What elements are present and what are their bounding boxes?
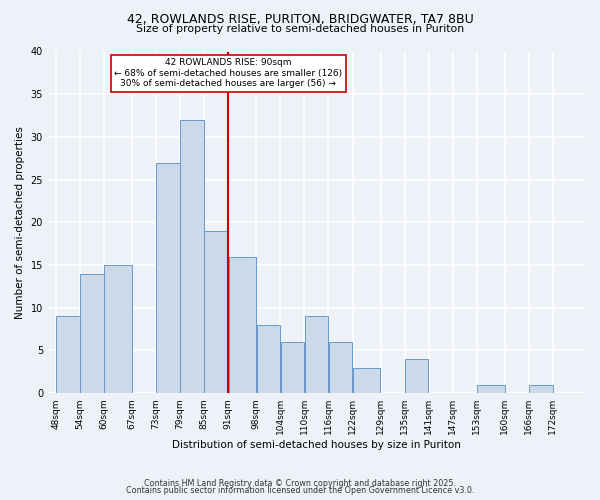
Bar [104,265,132,393]
Text: Contains public sector information licensed under the Open Government Licence v3: Contains public sector information licen… [126,486,474,495]
Text: Contains HM Land Registry data © Crown copyright and database right 2025.: Contains HM Land Registry data © Crown c… [144,478,456,488]
Bar [477,384,505,393]
Bar [157,162,180,393]
Y-axis label: Number of semi-detached properties: Number of semi-detached properties [15,126,25,319]
Bar [529,384,553,393]
Bar [305,316,328,393]
Bar [56,316,80,393]
X-axis label: Distribution of semi-detached houses by size in Puriton: Distribution of semi-detached houses by … [172,440,461,450]
Bar [353,368,380,393]
Bar [80,274,104,393]
Bar [229,256,256,393]
Bar [205,231,228,393]
Text: Size of property relative to semi-detached houses in Puriton: Size of property relative to semi-detach… [136,24,464,34]
Text: 42 ROWLANDS RISE: 90sqm
← 68% of semi-detached houses are smaller (126)
30% of s: 42 ROWLANDS RISE: 90sqm ← 68% of semi-de… [114,58,343,88]
Bar [329,342,352,393]
Bar [181,120,204,393]
Bar [281,342,304,393]
Text: 42, ROWLANDS RISE, PURITON, BRIDGWATER, TA7 8BU: 42, ROWLANDS RISE, PURITON, BRIDGWATER, … [127,12,473,26]
Bar [405,359,428,393]
Bar [257,325,280,393]
